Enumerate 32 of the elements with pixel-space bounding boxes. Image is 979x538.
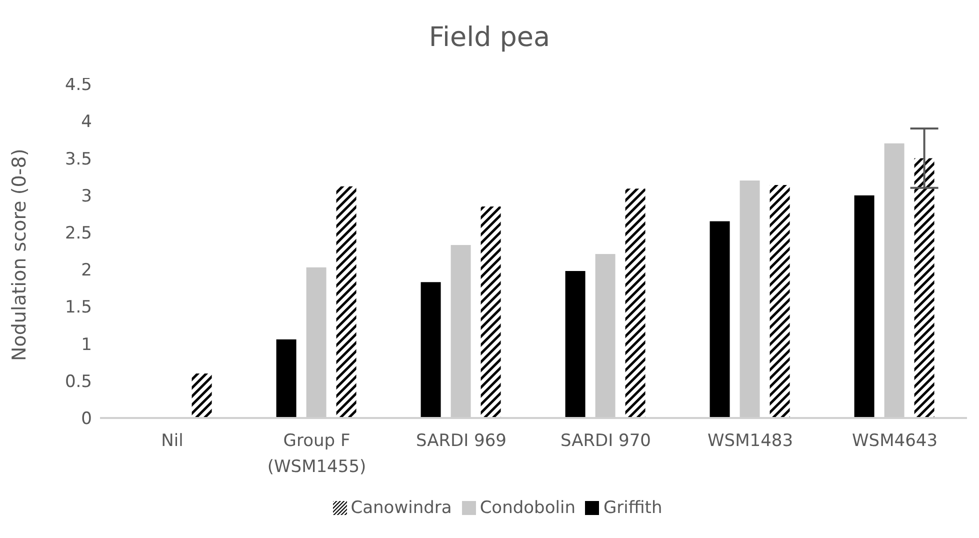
x-tick-label: WSM1483 [707,431,794,452]
legend-label: Griffith [603,498,662,518]
y-tick-label: 0.5 [64,372,92,392]
y-tick-label: 2 [81,260,92,281]
y-tick-label: 2.5 [64,223,92,244]
y-tick-label: 4.5 [64,75,92,96]
chart-title: Field pea [428,22,550,53]
bar [565,271,586,418]
bar [854,195,874,418]
x-tick-label: SARDI 970 [560,431,652,452]
x-tick-label: Group F (WSM1455) [267,431,366,478]
bar [276,339,296,418]
y-tick-label: 1 [81,334,92,355]
legend-label: Canowindra [350,498,452,518]
x-tick-label: Nil [161,431,184,452]
y-tick-label: 1.5 [64,298,92,318]
legend-label: Condobolin [480,498,576,518]
y-tick-label: 4 [81,112,92,132]
bar [770,184,790,418]
y-tick-label: 0 [81,409,92,430]
y-tick-label: 3 [81,186,92,206]
bar [336,186,356,418]
bar [710,221,730,418]
y-tick-label: 3.5 [64,149,92,170]
bar [914,158,934,418]
bar [480,206,501,418]
x-tick-label: SARDI 969 [416,431,507,452]
bar [192,373,212,418]
bar [625,188,646,418]
y-axis-title: Nodulation score (0-8) [8,148,31,361]
x-tick-label: WSM4643 [852,431,938,452]
bar [420,282,441,418]
